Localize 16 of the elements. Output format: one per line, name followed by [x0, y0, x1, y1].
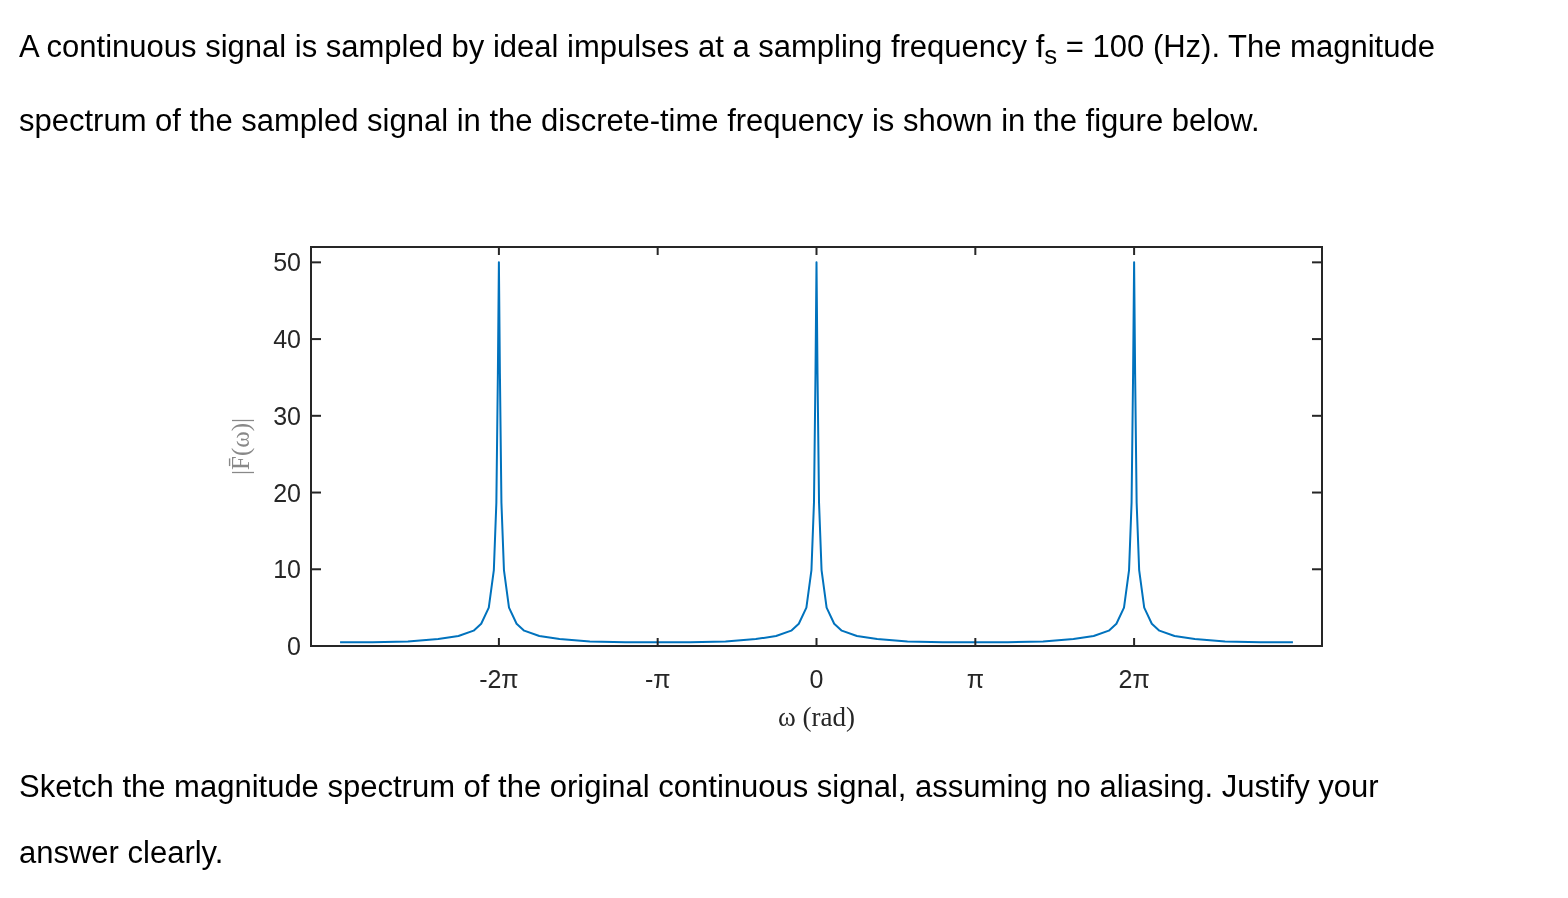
y-tick-label: 30: [273, 401, 301, 430]
y-tick-label: 50: [273, 248, 301, 277]
line-series: [339, 261, 1294, 644]
y-tick-label: 20: [273, 478, 301, 507]
y-tick-label: 10: [273, 555, 301, 584]
y-axis-title: |F̄(ω)|: [227, 417, 255, 476]
x-tick-label: 0: [809, 665, 824, 693]
chart-title: A continuous signal is sampled by ideal impulses at a sampling frequency f$_{s}$ = 100 (Hz). The magnitude spectrum of the sampled signal in the discrete-time frequency is shown in the figure below.: [19, 29, 1435, 139]
y-tick-label: 0: [287, 632, 301, 660]
x-tick-label: -π: [644, 665, 671, 693]
text: Sketch the magnitude spectrum of the original continuous signal, assuming no aliasing. Justify your answer clearly.: [19, 768, 1380, 872]
y-tick-label: 40: [273, 325, 301, 354]
x-tick-label: π: [966, 665, 984, 693]
x-tick-label: -2π: [479, 665, 519, 693]
x-tick-label: 2π: [1118, 665, 1150, 693]
x-axis-title: ω (rad): [778, 702, 855, 732]
